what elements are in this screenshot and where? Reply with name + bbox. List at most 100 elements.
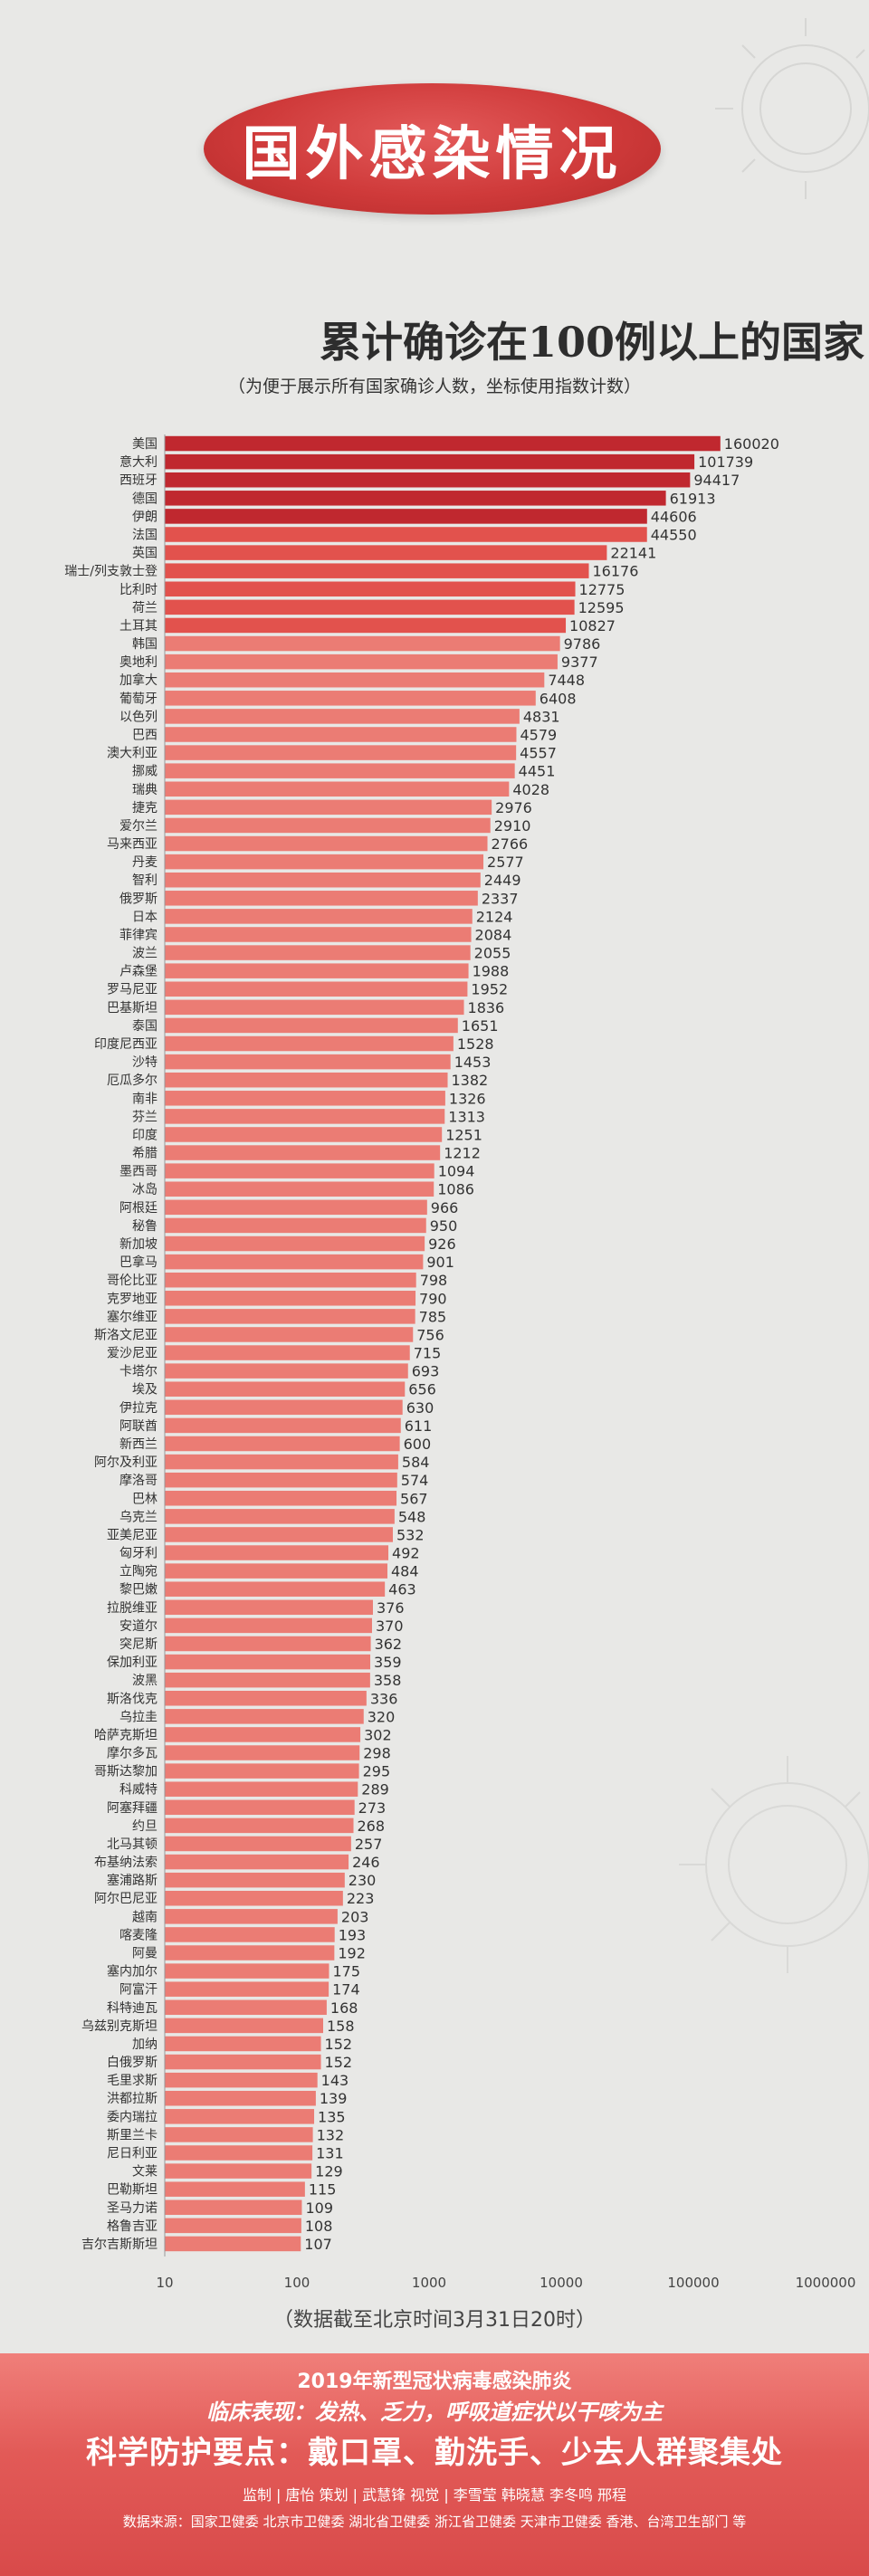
value-label: 1453: [454, 1054, 492, 1071]
category-label: 白俄罗斯: [107, 2056, 158, 2070]
bar: [165, 1145, 441, 1160]
category-label: 挪威: [132, 765, 158, 779]
category-label: 乌克兰: [119, 1510, 158, 1524]
value-label: 2124: [476, 908, 513, 925]
bar: [165, 691, 536, 706]
category-label: 乌拉圭: [119, 1710, 158, 1724]
category-label: 卡塔尔: [119, 1365, 158, 1379]
value-label: 950: [430, 1217, 458, 1235]
category-label: 英国: [132, 546, 158, 561]
category-label: 泰国: [132, 1019, 158, 1034]
category-label: 阿塞拜疆: [107, 1800, 158, 1816]
category-label: 俄罗斯: [119, 892, 158, 906]
value-label: 101739: [698, 453, 753, 471]
bar: [165, 1436, 400, 1452]
value-label: 2055: [474, 945, 511, 962]
category-label: 印度尼西亚: [94, 1037, 158, 1052]
bar: [165, 1109, 445, 1124]
bar: [165, 1599, 373, 1616]
bar: [165, 727, 517, 742]
category-label: 日本: [132, 910, 158, 924]
bar: [165, 1818, 354, 1834]
value-label: 359: [374, 1654, 402, 1671]
bar: [165, 1763, 359, 1779]
category-label: 西班牙: [119, 473, 158, 488]
category-label: 乌兹别克斯坦: [81, 2019, 158, 2034]
bar: [165, 1163, 434, 1178]
bar: [165, 1709, 364, 1724]
value-label: 1094: [438, 1163, 475, 1180]
value-label: 4557: [520, 745, 557, 762]
category-label: 阿根廷: [119, 1201, 158, 1216]
footer-panel: [0, 2353, 869, 2576]
category-label: 希腊: [132, 1147, 158, 1161]
value-label: 132: [317, 2126, 345, 2143]
category-label: 立陶宛: [119, 1565, 158, 1579]
value-label: 139: [320, 2090, 348, 2107]
bar: [165, 509, 647, 524]
category-label: 韩国: [132, 637, 158, 652]
category-label: 加拿大: [119, 673, 158, 688]
bar: [165, 835, 488, 852]
category-label: 埃及: [132, 1383, 158, 1398]
category-label: 科威特: [119, 1783, 158, 1798]
category-label: 巴基斯坦: [107, 1000, 158, 1016]
category-label: 卢森堡: [119, 965, 158, 979]
value-label: 298: [363, 1745, 391, 1762]
category-label: 匈牙利: [119, 1547, 158, 1561]
value-label: 16176: [592, 563, 638, 580]
bar: [165, 1836, 351, 1852]
category-label: 哥伦比亚: [107, 1274, 158, 1288]
bar: [165, 963, 469, 978]
value-label: 656: [408, 1381, 436, 1398]
bar: [165, 909, 473, 924]
bar: [165, 1781, 358, 1797]
category-label: 芬兰: [132, 1110, 158, 1124]
banner-title: 国外感染情况: [242, 120, 623, 188]
bar: [165, 872, 481, 888]
value-label: 1651: [462, 1017, 499, 1035]
value-label: 2910: [494, 817, 531, 835]
bar: [165, 1563, 387, 1579]
bar: [165, 1272, 416, 1288]
category-label: 喀麦隆: [119, 1928, 158, 1942]
value-label: 168: [330, 1999, 358, 2017]
bar: [165, 1654, 371, 1670]
category-label: 阿曼: [132, 1947, 158, 1961]
category-label: 塞浦路斯: [107, 1873, 158, 1888]
bar: [165, 1545, 389, 1560]
category-label: 比利时: [119, 583, 158, 597]
category-label: 捷克: [132, 801, 158, 816]
category-label: 委内瑞拉: [107, 2110, 158, 2124]
value-label: 358: [374, 1672, 402, 1689]
category-label: 阿尔巴尼亚: [94, 1892, 158, 1906]
bar: [165, 1727, 361, 1742]
value-label: 12595: [578, 599, 625, 616]
category-label: 阿尔及利亚: [94, 1455, 158, 1470]
category-label: 斯洛伐克: [107, 1692, 158, 1706]
bar: [165, 1454, 398, 1470]
value-label: 143: [321, 2072, 349, 2089]
x-tick-label: 10000: [540, 2275, 583, 2290]
value-label: 2976: [495, 799, 532, 816]
bar: [165, 1854, 349, 1870]
bar: [165, 1091, 445, 1106]
value-label: 4831: [523, 708, 560, 725]
bar: [165, 617, 567, 634]
bar: [165, 1181, 434, 1197]
bar: [165, 1872, 345, 1888]
value-label: 584: [402, 1454, 430, 1471]
category-label: 土耳其: [119, 619, 158, 634]
value-label: 4028: [512, 781, 549, 798]
value-label: 10827: [569, 617, 616, 634]
value-label: 115: [309, 2181, 337, 2199]
x-tick-label: 10: [156, 2275, 173, 2290]
data-date-note: （数据截至北京时间3月31日20时）: [273, 2309, 596, 2332]
value-label: 44606: [651, 508, 697, 525]
category-label: 加纳: [132, 2037, 158, 2052]
bar: [165, 1491, 397, 1506]
value-label: 158: [327, 2018, 355, 2035]
footer-data-source: 数据来源：国家卫健委 北京市卫健委 湖北省卫健委 浙江省卫健委 天津市卫健委 香…: [122, 2514, 747, 2530]
value-label: 246: [352, 1854, 380, 1871]
value-label: 320: [368, 1708, 396, 1725]
